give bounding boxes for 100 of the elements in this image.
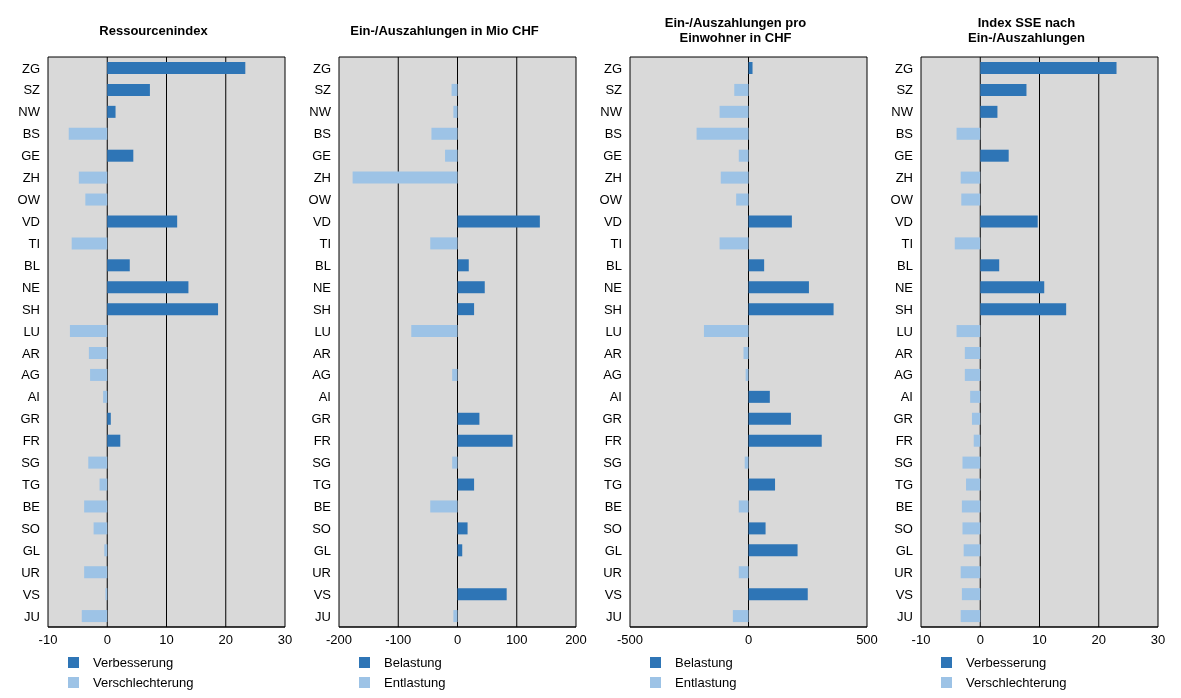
y-tick-label: ZG [894, 60, 913, 76]
bar [980, 259, 1000, 272]
y-tick-label: AR [312, 345, 331, 361]
bar [748, 588, 808, 601]
bar [732, 610, 749, 623]
bar [81, 610, 108, 623]
x-tick-label: 30 [1150, 632, 1166, 648]
bar [103, 390, 108, 403]
bar [430, 500, 458, 513]
bar [961, 588, 981, 601]
bar [748, 281, 809, 294]
bar [748, 478, 776, 491]
bar [451, 83, 458, 96]
y-tick-label: VD [312, 214, 331, 230]
y-tick-label: TG [312, 477, 331, 493]
bar [736, 193, 749, 206]
y-tick-label: UR [312, 564, 331, 580]
bar [88, 456, 108, 469]
bar [99, 478, 108, 491]
y-tick-label: GR [311, 411, 331, 427]
y-tick-label: AI [900, 389, 913, 405]
y-tick-label: SH [312, 301, 331, 317]
y-tick-label: AR [894, 345, 913, 361]
y-tick-label: ZG [312, 60, 331, 76]
bar [956, 127, 981, 140]
bar [696, 127, 749, 140]
y-tick-label: BL [315, 257, 331, 273]
x-tick-label: 30 [277, 632, 293, 648]
chart-title: Ein-/Auszahlungen in Mio CHF [349, 21, 540, 40]
bar [71, 237, 108, 250]
bar [748, 434, 822, 447]
y-tick-label: TI [610, 235, 622, 251]
bar [980, 303, 1067, 316]
y-tick-label: OW [308, 192, 332, 208]
bar [107, 83, 150, 96]
y-tick-label: FR [22, 433, 40, 449]
y-tick-label: BL [897, 257, 913, 273]
bar [93, 522, 108, 535]
bar [445, 149, 458, 162]
y-tick-label: SG [21, 455, 40, 471]
y-tick-label: BE [313, 499, 332, 515]
y-tick-label: ZH [22, 170, 40, 186]
y-tick-label: LU [314, 323, 331, 339]
y-tick-label: JU [897, 608, 913, 624]
y-tick-label: UR [21, 564, 40, 580]
bar [961, 500, 981, 513]
bar [457, 522, 468, 535]
bar [748, 62, 753, 74]
bar [78, 171, 108, 184]
bar [748, 303, 834, 316]
y-tick-label: SG [894, 455, 913, 471]
y-tick-label: VS [313, 586, 332, 602]
y-tick-label: GL [22, 542, 40, 558]
bar [956, 325, 981, 338]
y-tick-label: OW [599, 192, 623, 208]
y-tick-label: GE [894, 148, 914, 164]
x-tick-label: 10 [159, 632, 174, 648]
y-tick-label: GR [20, 411, 40, 427]
y-tick-label: GR [893, 411, 913, 427]
y-tick-label: SO [21, 520, 40, 536]
bar [457, 588, 507, 601]
bar [84, 500, 108, 513]
legend-label: Belastung [384, 654, 442, 670]
y-tick-label: BE [604, 499, 623, 515]
y-tick-label: GE [312, 148, 332, 164]
y-tick-label: SZ [605, 82, 623, 98]
y-tick-label: AG [312, 367, 331, 383]
bar [107, 259, 130, 272]
y-tick-label: NE [21, 279, 41, 295]
bar [107, 62, 246, 74]
bar [748, 544, 798, 557]
bar [748, 215, 792, 228]
y-tick-label: FR [604, 433, 622, 449]
x-tick-label: 0 [103, 632, 111, 648]
bar [107, 434, 121, 447]
y-tick-label: NW [600, 104, 623, 120]
x-tick-label: 20 [1091, 632, 1106, 648]
y-tick-label: SO [312, 520, 331, 536]
bar [457, 259, 469, 272]
bar [738, 149, 749, 162]
bar [738, 566, 749, 579]
x-tick-label: 500 [856, 632, 878, 648]
bar [980, 83, 1027, 96]
bar [104, 544, 108, 557]
y-tick-label: GE [603, 148, 623, 164]
y-tick-label: SH [603, 301, 622, 317]
y-tick-label: TG [603, 477, 622, 493]
bar [457, 478, 475, 491]
y-tick-label: VD [603, 214, 622, 230]
y-tick-label: AG [603, 367, 622, 383]
bar [457, 281, 485, 294]
y-tick-label: NE [603, 279, 623, 295]
bar [970, 390, 981, 403]
bar [453, 105, 458, 118]
y-tick-label: AR [21, 345, 40, 361]
x-tick-label: 0 [453, 632, 462, 648]
y-tick-label: AI [27, 389, 40, 405]
x-tick-label: -100 [385, 632, 412, 648]
legend-label: Entlastung [384, 674, 446, 690]
y-tick-label: BS [604, 126, 623, 142]
